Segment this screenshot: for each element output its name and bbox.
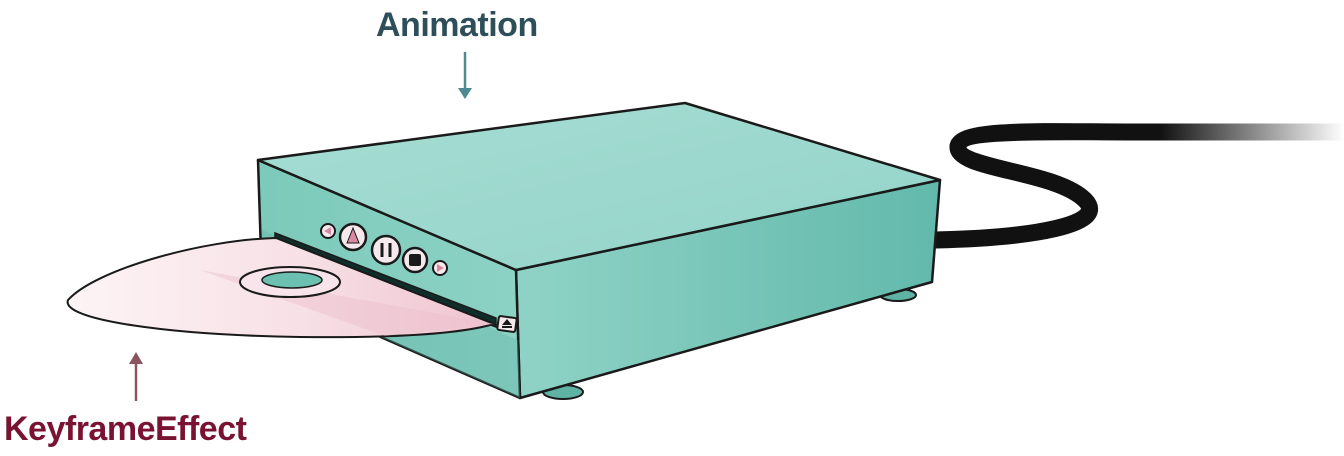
keyframe-effect-arrow bbox=[129, 352, 143, 401]
animation-arrow bbox=[458, 52, 472, 99]
fast-forward-icon[interactable] bbox=[432, 260, 448, 276]
play-icon[interactable] bbox=[338, 222, 368, 252]
eject-icon bbox=[502, 319, 512, 328]
disc bbox=[66, 236, 498, 339]
stop-icon[interactable] bbox=[401, 246, 429, 274]
rewind-icon[interactable] bbox=[320, 223, 336, 239]
keyframe-effect-label: KeyframeEffect bbox=[4, 410, 247, 448]
animation-label: Animation bbox=[376, 6, 538, 44]
dvd-player-box bbox=[256, 101, 942, 400]
control-buttons bbox=[320, 222, 448, 276]
pause-icon[interactable] bbox=[370, 234, 402, 266]
power-cable bbox=[926, 123, 1344, 249]
eject-button[interactable] bbox=[496, 315, 518, 333]
